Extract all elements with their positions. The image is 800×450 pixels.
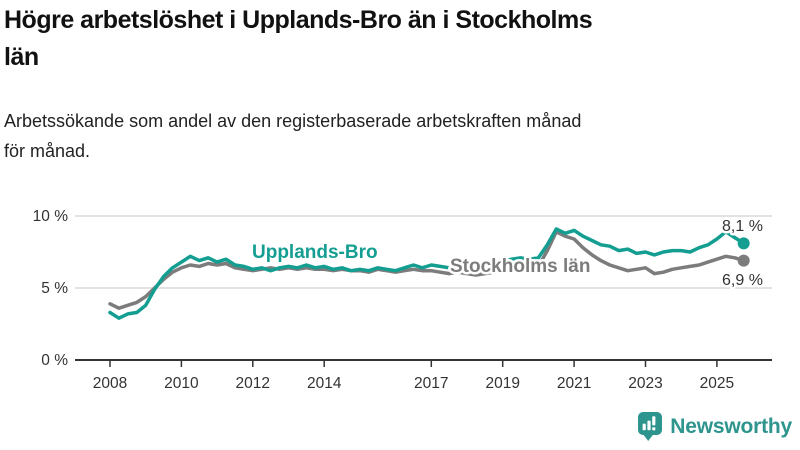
x-tick-label: 2021 xyxy=(557,375,591,392)
newsworthy-wordmark: Newsworthy xyxy=(670,414,792,438)
x-tick-label: 2025 xyxy=(700,375,734,392)
series-end-value: 8,1 % xyxy=(722,218,763,235)
title-line-2: län xyxy=(4,43,39,71)
x-tick-label: 2012 xyxy=(236,375,270,392)
series-label: Upplands-Bro xyxy=(252,242,378,263)
x-tick-label: 2010 xyxy=(164,375,199,392)
series-end-dot xyxy=(737,237,750,250)
series-end-value: 6,9 % xyxy=(722,272,763,289)
subtitle-line-2: för månad. xyxy=(4,141,91,161)
y-tick-label: 0 % xyxy=(41,352,68,369)
y-gridlines xyxy=(75,215,772,289)
y-tick-label: 10 % xyxy=(33,208,69,225)
series-line-upplands-bro xyxy=(108,227,746,320)
x-tick-label: 2019 xyxy=(485,375,519,392)
subtitle-line-1: Arbetssökande som andel av den registerb… xyxy=(4,111,582,131)
x-axis: 2008 2010 2012 2014 2017 2019 2021 2023 2025 xyxy=(75,359,772,392)
newsworthy-logo: Newsworthy xyxy=(637,411,792,442)
series-end-dot xyxy=(737,254,750,267)
series-line-stockholms-l-n xyxy=(108,230,746,310)
x-tick-label: 2008 xyxy=(93,375,127,392)
series-label: Stockholms län xyxy=(450,256,590,277)
y-axis: 0 % 5 % 10 % xyxy=(33,208,69,369)
x-tick-label: 2017 xyxy=(414,375,448,392)
title-line-1: Högre arbetslöshet i Upplands-Bro än i S… xyxy=(4,6,593,34)
y-tick-label: 5 % xyxy=(41,280,68,297)
page-title: Högre arbetslöshet i Upplands-Bro än i S… xyxy=(4,2,784,76)
x-tick-label: 2023 xyxy=(628,375,662,392)
x-tick-label: 2014 xyxy=(307,375,342,392)
bar-chart-speech-bubble-icon xyxy=(638,412,663,441)
chart-subtitle: Arbetssökande som andel av den registerb… xyxy=(4,106,784,166)
